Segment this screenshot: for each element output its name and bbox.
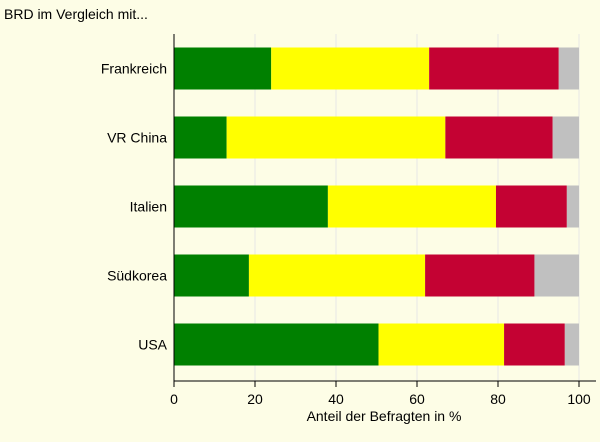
- x-tick-label: 40: [328, 391, 344, 407]
- bar-segment: [226, 116, 446, 159]
- bars: [174, 47, 579, 366]
- bar-segment: [495, 185, 567, 228]
- category-label: USA: [138, 337, 167, 353]
- axes: [173, 34, 596, 382]
- bar-segment: [174, 323, 379, 366]
- bar-segment: [378, 323, 505, 366]
- category-label: Frankreich: [101, 61, 167, 77]
- bar-segment: [552, 116, 579, 159]
- chart-title: BRD im Vergleich mit...: [4, 6, 148, 22]
- x-tick-label: 60: [409, 391, 425, 407]
- category-label: VR China: [107, 130, 167, 146]
- bar-segment: [429, 47, 559, 90]
- bar-segment: [174, 47, 272, 90]
- bar-segment: [174, 185, 328, 228]
- x-tick-label: 80: [490, 391, 506, 407]
- x-tick-label: 100: [567, 391, 591, 407]
- bar-segment: [504, 323, 565, 366]
- x-axis-title: Anteil der Befragten in %: [307, 408, 462, 424]
- category-label: Südkorea: [107, 268, 167, 284]
- x-tick-label: 0: [170, 391, 178, 407]
- bar-segment: [248, 254, 426, 297]
- x-tick-label: 20: [247, 391, 263, 407]
- bar-segment: [566, 185, 579, 228]
- bar-segment: [174, 254, 249, 297]
- category-label: Italien: [130, 199, 167, 215]
- x-ticks: 0 20 40 60 80 100: [170, 381, 591, 407]
- bar-segment: [271, 47, 430, 90]
- bar-segment: [425, 254, 535, 297]
- category-labels: Frankreich VR China Italien Südkorea USA: [101, 61, 168, 353]
- bar-segment: [534, 254, 579, 297]
- bar-segment: [564, 323, 579, 366]
- bar-segment: [445, 116, 553, 159]
- bar-segment: [174, 116, 227, 159]
- bar-segment: [327, 185, 496, 228]
- bar-segment: [558, 47, 579, 90]
